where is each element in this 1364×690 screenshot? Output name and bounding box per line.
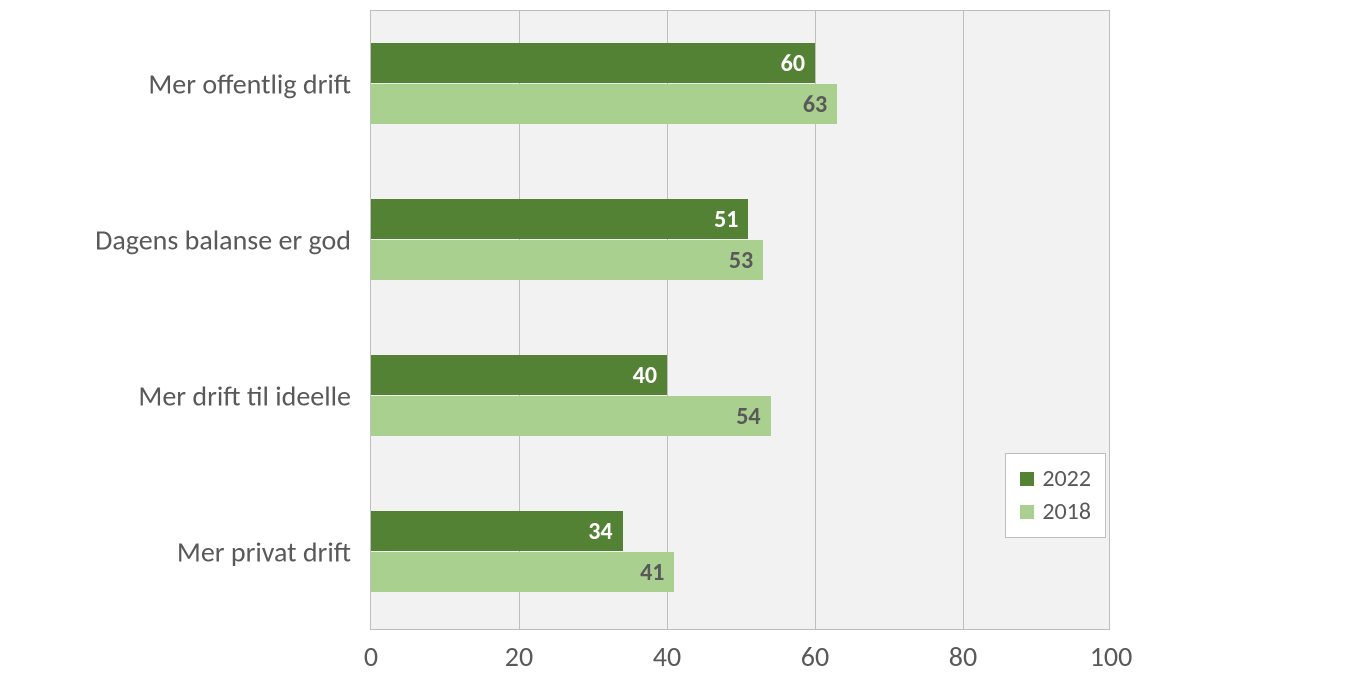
- chart-container: 0 20 40 60 80 100 Mer offentlig drift 60 63 Dagen…: [0, 0, 1364, 690]
- bar-value-label: 51: [714, 205, 738, 234]
- x-tick-label: 0: [364, 639, 378, 674]
- legend-item: 2022: [1020, 462, 1091, 496]
- legend: 20222018: [1005, 453, 1106, 538]
- bar-value-label: 53: [729, 246, 753, 275]
- legend-label: 2018: [1042, 495, 1091, 529]
- legend-item: 2018: [1020, 495, 1091, 529]
- bar-value-label: 40: [633, 361, 657, 390]
- y-category-label: Mer privat drift: [177, 534, 351, 569]
- y-category-label: Mer drift til ideelle: [138, 378, 351, 413]
- bar-value-label: 54: [736, 402, 760, 431]
- legend-swatch: [1020, 505, 1034, 519]
- x-tick-label: 20: [505, 639, 533, 674]
- y-category-label: Mer offentlig drift: [148, 66, 351, 101]
- bar-value-label: 60: [781, 49, 805, 78]
- bar: [371, 511, 623, 551]
- y-category-label: Dagens balanse er god: [95, 222, 351, 257]
- bar: [371, 240, 763, 280]
- gridline: [963, 11, 964, 629]
- bar: [371, 355, 667, 395]
- bar: [371, 396, 771, 436]
- x-tick-label: 100: [1090, 639, 1133, 674]
- plot-area: 020406080100Mer offentlig drift6063Dagen…: [370, 10, 1110, 630]
- x-tick-label: 60: [801, 639, 829, 674]
- x-tick-label: 40: [653, 639, 681, 674]
- legend-swatch: [1020, 472, 1034, 486]
- x-tick-label: 80: [949, 639, 977, 674]
- bar: [371, 552, 674, 592]
- bar-value-label: 63: [803, 90, 827, 119]
- bar-value-label: 41: [640, 558, 664, 587]
- bar: [371, 199, 748, 239]
- bar: [371, 43, 815, 83]
- bar: [371, 84, 837, 124]
- bar-value-label: 34: [588, 517, 612, 546]
- legend-label: 2022: [1042, 462, 1091, 496]
